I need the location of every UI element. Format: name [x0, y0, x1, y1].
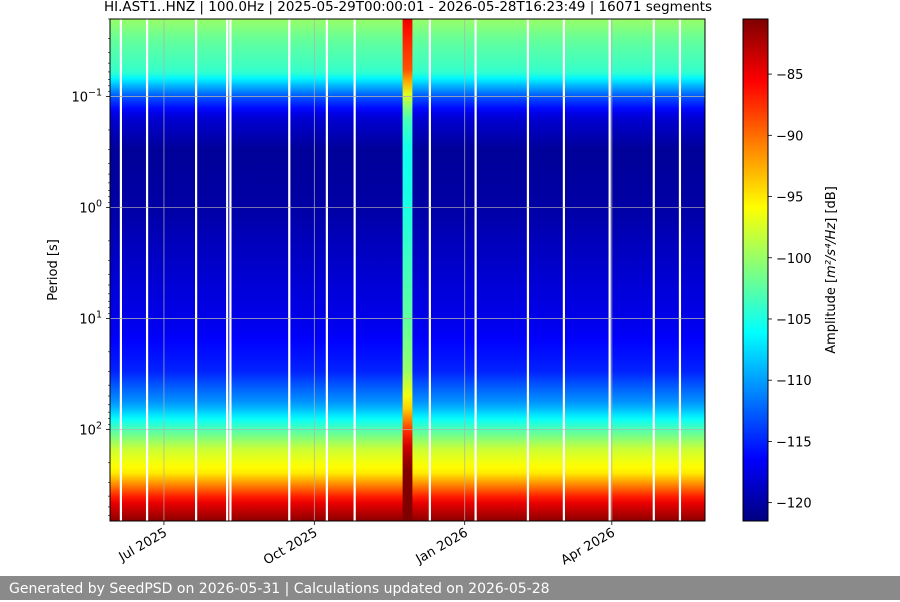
y-tick-base: 10 [71, 91, 88, 106]
data-gap [526, 19, 530, 521]
data-gap [652, 19, 655, 521]
x-tick-label: Oct 2025 [261, 525, 320, 568]
y-tick-exponent: 1 [96, 309, 102, 320]
colorbar-tick-label: −120 [776, 497, 812, 512]
y-tick-exponent: 0 [96, 198, 102, 209]
plot-frame [109, 18, 706, 522]
gridlines [110, 19, 705, 521]
colorbar [742, 18, 769, 522]
data-gap [226, 19, 229, 521]
colorbar-tick-label: −110 [776, 374, 812, 389]
event-band [402, 19, 413, 521]
footer-bar: Generated by SeedPSD on 2026-05-31 | Cal… [0, 576, 900, 600]
data-gap [325, 19, 328, 521]
y-tick-base: 10 [79, 423, 96, 438]
chart-title: HI.AST1..HNZ | 100.0Hz | 2025-05-29T00:0… [104, 0, 712, 15]
colorbar-label: Amplitude [m²/s⁴/Hz] [dB] [824, 186, 839, 354]
y-tick-label: 101 [79, 309, 102, 327]
data-gap [145, 19, 149, 521]
data-gap [678, 19, 682, 521]
data-gap [119, 19, 123, 521]
x-tick-label: Jan 2026 [413, 525, 471, 567]
colorbar-tick-label: −85 [776, 68, 803, 83]
y-tick-label: 102 [79, 420, 102, 438]
x-tick-label: Jul 2025 [116, 525, 170, 565]
data-gap [288, 19, 291, 521]
data-gap [229, 19, 232, 521]
data-gap [562, 19, 565, 521]
data-gap [195, 19, 198, 521]
y-tick-base: 10 [79, 201, 96, 216]
y-tick-label: 10−1 [71, 88, 102, 106]
y-tick-label: 100 [79, 198, 102, 216]
colorbar-tick-label: −105 [776, 313, 812, 328]
data-gap [428, 19, 431, 521]
y-tick-base: 10 [79, 312, 96, 327]
data-gap [474, 19, 477, 521]
colorbar-tick-label: −100 [776, 252, 812, 267]
colorbar-tick-label: −115 [776, 435, 812, 450]
footer-text: Generated by SeedPSD on 2026-05-31 | Cal… [9, 581, 550, 597]
x-axis: Jul 2025 Oct 2025 Jan 2026 Apr 2026 [116, 521, 618, 568]
y-tick-exponent: 2 [96, 420, 102, 431]
colorbar-axis: −85 −90 −95 −100 −105 −110 −115 −120 [768, 68, 812, 512]
colorbar-tick-label: −95 [776, 191, 803, 206]
colorbar-label-prefix: Amplitude [ [824, 278, 839, 354]
data-gap [353, 19, 356, 521]
data-gap [608, 19, 611, 521]
x-tick-label: Apr 2026 [559, 525, 618, 568]
heatmap [110, 19, 705, 521]
colorbar-label-units: m²/s⁴/Hz [824, 222, 839, 278]
colorbar-label-suffix: ] [dB] [824, 186, 839, 223]
colorbar-tick-label: −90 [776, 129, 803, 144]
y-tick-exponent: −1 [88, 88, 102, 99]
psd-chart: HI.AST1..HNZ | 100.0Hz | 2025-05-29T00:0… [46, 0, 839, 568]
y-axis-label: Period [s] [46, 239, 61, 301]
